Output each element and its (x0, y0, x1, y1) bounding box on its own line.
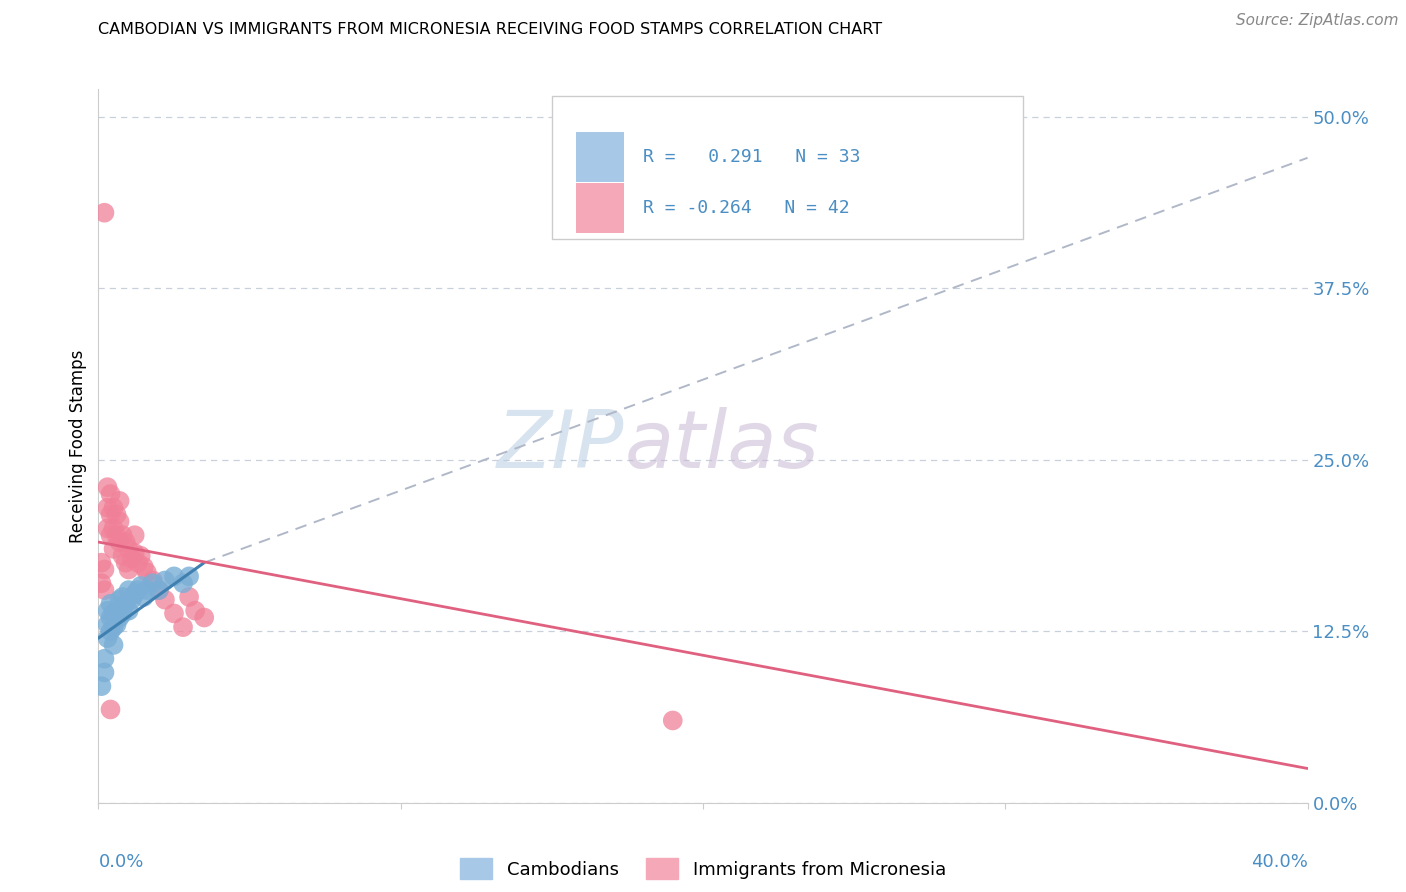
Point (142, 574, 165, 588)
Text: ZIP: ZIP (498, 407, 624, 485)
Point (114, 535, 136, 549)
Point (163, 607, 186, 621)
Point (105, 604, 128, 618)
Point (105, 508, 128, 522)
Point (124, 546, 146, 560)
Point (100, 597, 122, 611)
Point (111, 549, 134, 563)
Point (103, 500, 125, 515)
Point (662, 714, 685, 728)
Point (103, 638, 125, 652)
Point (142, 576, 165, 591)
Point (108, 515, 131, 529)
Point (111, 590, 134, 604)
Point (172, 576, 194, 591)
Point (124, 587, 146, 601)
Point (148, 583, 170, 598)
Point (135, 566, 157, 580)
Point (118, 562, 141, 576)
Text: 40.0%: 40.0% (1251, 853, 1308, 871)
Text: R = -0.264   N = 42: R = -0.264 N = 42 (643, 200, 849, 218)
Point (90, 679, 112, 693)
Point (108, 535, 131, 549)
Point (96, 631, 118, 645)
Point (100, 702, 122, 716)
Point (153, 592, 176, 607)
Point (172, 620, 194, 634)
Point (135, 583, 157, 598)
Point (100, 528, 122, 542)
Point (93, 562, 115, 576)
Point (118, 604, 141, 618)
Point (129, 579, 152, 593)
Point (129, 549, 152, 563)
Point (90, 576, 112, 591)
Point (93, 665, 115, 680)
Point (114, 556, 136, 570)
Point (127, 556, 149, 570)
Text: R =   0.291   N = 33: R = 0.291 N = 33 (643, 148, 860, 166)
Bar (576, 132, 624, 182)
Point (103, 521, 125, 535)
Point (148, 583, 170, 598)
Point (96, 617, 118, 632)
Point (118, 541, 141, 556)
Point (179, 590, 201, 604)
Point (124, 528, 146, 542)
Point (103, 620, 125, 634)
Point (100, 624, 122, 639)
Point (105, 528, 128, 542)
Point (96, 480, 118, 494)
Point (153, 574, 176, 588)
Point (132, 590, 155, 604)
Text: Source: ZipAtlas.com: Source: ZipAtlas.com (1236, 13, 1399, 29)
Point (121, 551, 143, 566)
Y-axis label: Receiving Food Stamps: Receiving Food Stamps (69, 350, 87, 542)
Point (108, 610, 131, 624)
Point (193, 610, 215, 624)
Point (103, 541, 125, 556)
Point (118, 583, 141, 598)
Point (93, 205, 115, 219)
Point (114, 597, 136, 611)
Bar (576, 184, 624, 234)
Text: atlas: atlas (624, 407, 820, 485)
Point (105, 617, 128, 632)
Point (127, 583, 149, 598)
Text: 0.0%: 0.0% (98, 853, 143, 871)
Point (108, 494, 131, 508)
Point (184, 604, 207, 618)
Point (111, 607, 134, 621)
FancyBboxPatch shape (553, 96, 1024, 239)
Point (100, 508, 122, 522)
Point (121, 592, 143, 607)
Point (100, 610, 122, 624)
Point (111, 528, 134, 542)
Point (93, 583, 115, 598)
Text: CAMBODIAN VS IMMIGRANTS FROM MICRONESIA RECEIVING FOOD STAMPS CORRELATION CHART: CAMBODIAN VS IMMIGRANTS FROM MICRONESIA … (98, 22, 883, 37)
Point (163, 569, 186, 583)
Point (132, 559, 155, 574)
Point (103, 607, 125, 621)
Point (93, 651, 115, 665)
Legend: Cambodians, Immigrants from Micronesia: Cambodians, Immigrants from Micronesia (453, 851, 953, 887)
Point (108, 592, 131, 607)
Point (96, 604, 118, 618)
Point (179, 569, 201, 583)
Point (90, 556, 112, 570)
Point (96, 521, 118, 535)
Point (96, 500, 118, 515)
Point (100, 487, 122, 501)
